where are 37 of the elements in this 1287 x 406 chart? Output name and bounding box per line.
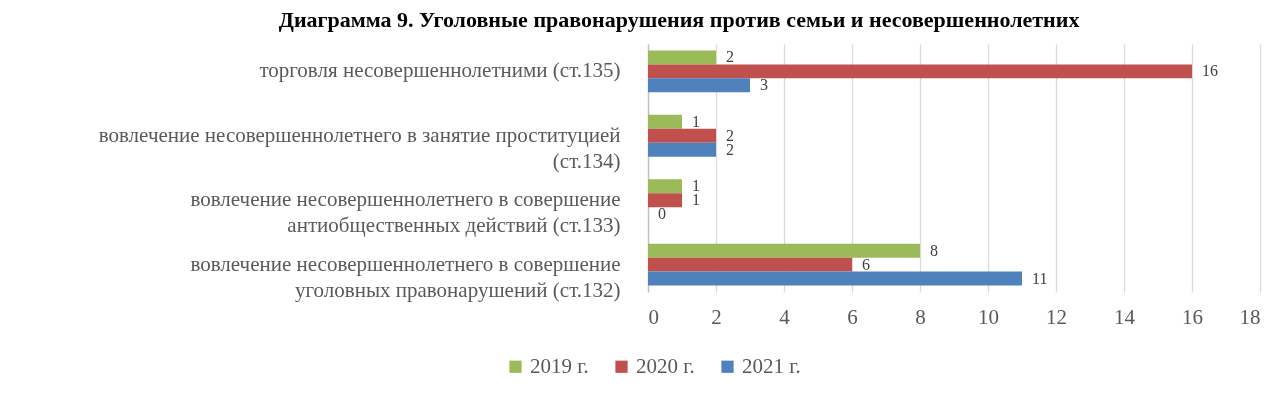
data-label: 3 [760,76,768,94]
data-label: 6 [862,255,870,273]
y-tick-label: торговля несовершеннолетними (ст.135) [259,58,621,83]
x-tick-label: 12 [1046,304,1067,329]
data-label: 16 [1202,62,1218,80]
x-tick-label: 0 [648,304,659,329]
y-tick-label: вовлечение несовершеннолетнего в занятие проституцией (ст.134) [98,122,621,173]
data-label: 11 [1032,269,1048,287]
data-label: 2 [726,48,734,66]
bar [648,179,682,194]
bar [648,271,1022,286]
data-label: 8 [930,241,938,259]
x-tick-label: 16 [1182,304,1203,329]
bar [648,78,750,93]
x-tick-label: 18 [1239,304,1261,329]
bar [648,128,716,143]
x-tick-label: 10 [978,304,999,329]
y-tick-label: вовлечение несовершеннолетнего в совершение антиобщественных действий (ст.133) [190,187,621,238]
x-tick-label: 2 [711,304,722,329]
legend-label: 2021 г. [742,353,801,378]
legend-label: 2019 г. [530,353,589,378]
x-tick-label: 8 [915,304,926,329]
data-label: 1 [692,112,700,130]
x-tick-label: 6 [847,304,858,329]
chart-title: Диаграмма 9. Уголовные правонарушения против семьи и несовершеннолетних [278,7,1080,32]
y-tick-label: вовлечение несовершеннолетнего в совершение уголовных правонарушений (ст.132) [190,251,621,302]
bar [648,142,716,157]
bar [648,193,682,208]
x-tick-label: 14 [1114,304,1136,329]
legend-label: 2020 г. [636,353,695,378]
bar [648,64,1192,79]
data-label: 0 [658,205,666,223]
bar [648,257,852,272]
bar [648,114,682,129]
bar [648,243,920,258]
bar [648,50,716,65]
x-tick-label: 4 [779,304,791,329]
